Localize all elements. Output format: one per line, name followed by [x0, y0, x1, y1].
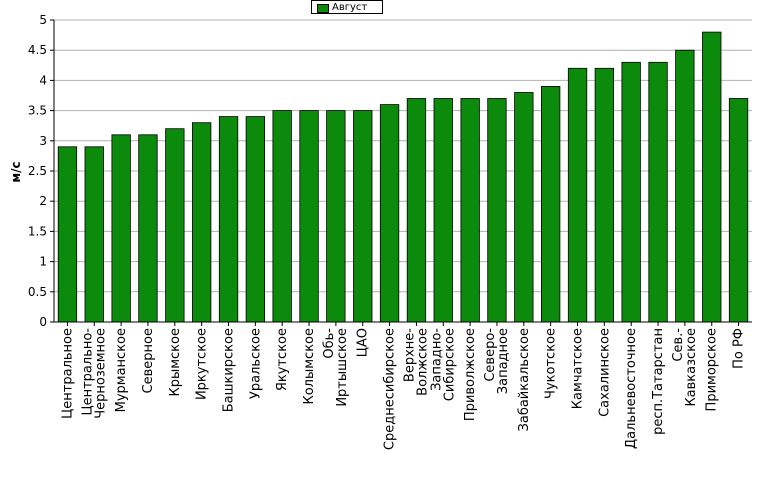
x-tick-label: Крымское	[168, 328, 183, 397]
bar	[406, 98, 427, 323]
x-axis: Центральное Центрально-Черноземное Мурманс…	[54, 321, 752, 450]
y-tick-label: 3.5	[28, 104, 47, 118]
bar	[514, 92, 534, 323]
bar	[84, 146, 104, 323]
grid-lines	[54, 19, 752, 323]
bar	[702, 31, 722, 323]
x-tick-label: Сахалинское	[597, 328, 612, 417]
legend-swatch	[317, 4, 329, 13]
x-tick-label: Колымское	[302, 328, 317, 405]
y-axis: 0 0.5 1 1.5 2 2.5 3 3.5 4 4.5 5	[28, 13, 55, 329]
y-tick-label: 0	[39, 315, 47, 329]
x-tick-label: Приморское	[705, 328, 720, 411]
y-tick-label: 2	[39, 194, 47, 208]
bar	[191, 122, 212, 323]
x-tick-label: Сев.-Кавказское	[671, 328, 699, 407]
x-tick-label: респ.Татарстан	[651, 328, 666, 435]
bar	[541, 86, 561, 323]
bar	[433, 98, 453, 323]
bar	[487, 98, 507, 323]
x-tick-label: Верхне-Волжское	[402, 328, 430, 396]
x-tick-label: Западно-Сибирское	[429, 328, 457, 402]
bar	[621, 61, 641, 323]
x-tick-label: Забайкальское	[517, 328, 532, 431]
y-axis-label: м/с	[9, 161, 23, 182]
x-tick-label: Среднесибирское	[383, 328, 398, 450]
x-tick-label: Северо-Западное	[483, 328, 511, 395]
y-tick-label: 5	[39, 13, 47, 27]
bar	[460, 98, 480, 323]
x-tick-label: По РФ	[732, 328, 747, 369]
bar	[272, 110, 292, 323]
x-tick-label: Якутское	[275, 328, 290, 391]
x-tick-label: Мурманское	[114, 328, 129, 412]
bar	[594, 67, 614, 323]
bar	[111, 134, 131, 323]
y-tick-label: 1	[39, 255, 47, 269]
bar	[379, 104, 400, 323]
bar	[728, 98, 749, 323]
bar	[299, 110, 319, 323]
x-tick-label: Уральское	[248, 328, 263, 399]
y-tick-label: 0.5	[28, 285, 47, 299]
x-tick-label: ЦАО	[356, 328, 371, 357]
legend-label: Август	[332, 2, 368, 13]
bar	[57, 146, 78, 323]
bar	[165, 128, 185, 323]
x-tick-label: Обь-Иртышское	[322, 328, 350, 407]
x-tick-label: Центрально-Черноземное	[80, 328, 108, 419]
bar	[675, 49, 695, 323]
y-tick-label: 4	[39, 73, 47, 87]
bar	[138, 134, 158, 323]
x-tick-label: Приволжское	[463, 328, 478, 421]
x-tick-label: Дальневосточное	[624, 328, 639, 449]
bar	[648, 61, 668, 323]
x-tick-label: Камчатское	[571, 328, 586, 409]
x-tick-label: Иркутское	[195, 328, 210, 400]
bar	[218, 116, 239, 323]
y-tick-label: 3	[39, 134, 47, 148]
x-tick-label: Центральное	[60, 328, 75, 419]
bar	[245, 116, 266, 323]
bar	[567, 67, 588, 323]
x-tick-label: Чукотское	[544, 328, 559, 399]
x-tick-label: Башкирское	[222, 328, 237, 412]
bar	[326, 110, 346, 323]
y-tick-label: 1.5	[28, 224, 47, 238]
y-tick-label: 2.5	[28, 164, 47, 178]
legend: Август	[311, 0, 383, 14]
x-tick-label: Северное	[141, 328, 156, 393]
bar	[353, 110, 373, 323]
y-tick-label: 4.5	[28, 43, 47, 57]
